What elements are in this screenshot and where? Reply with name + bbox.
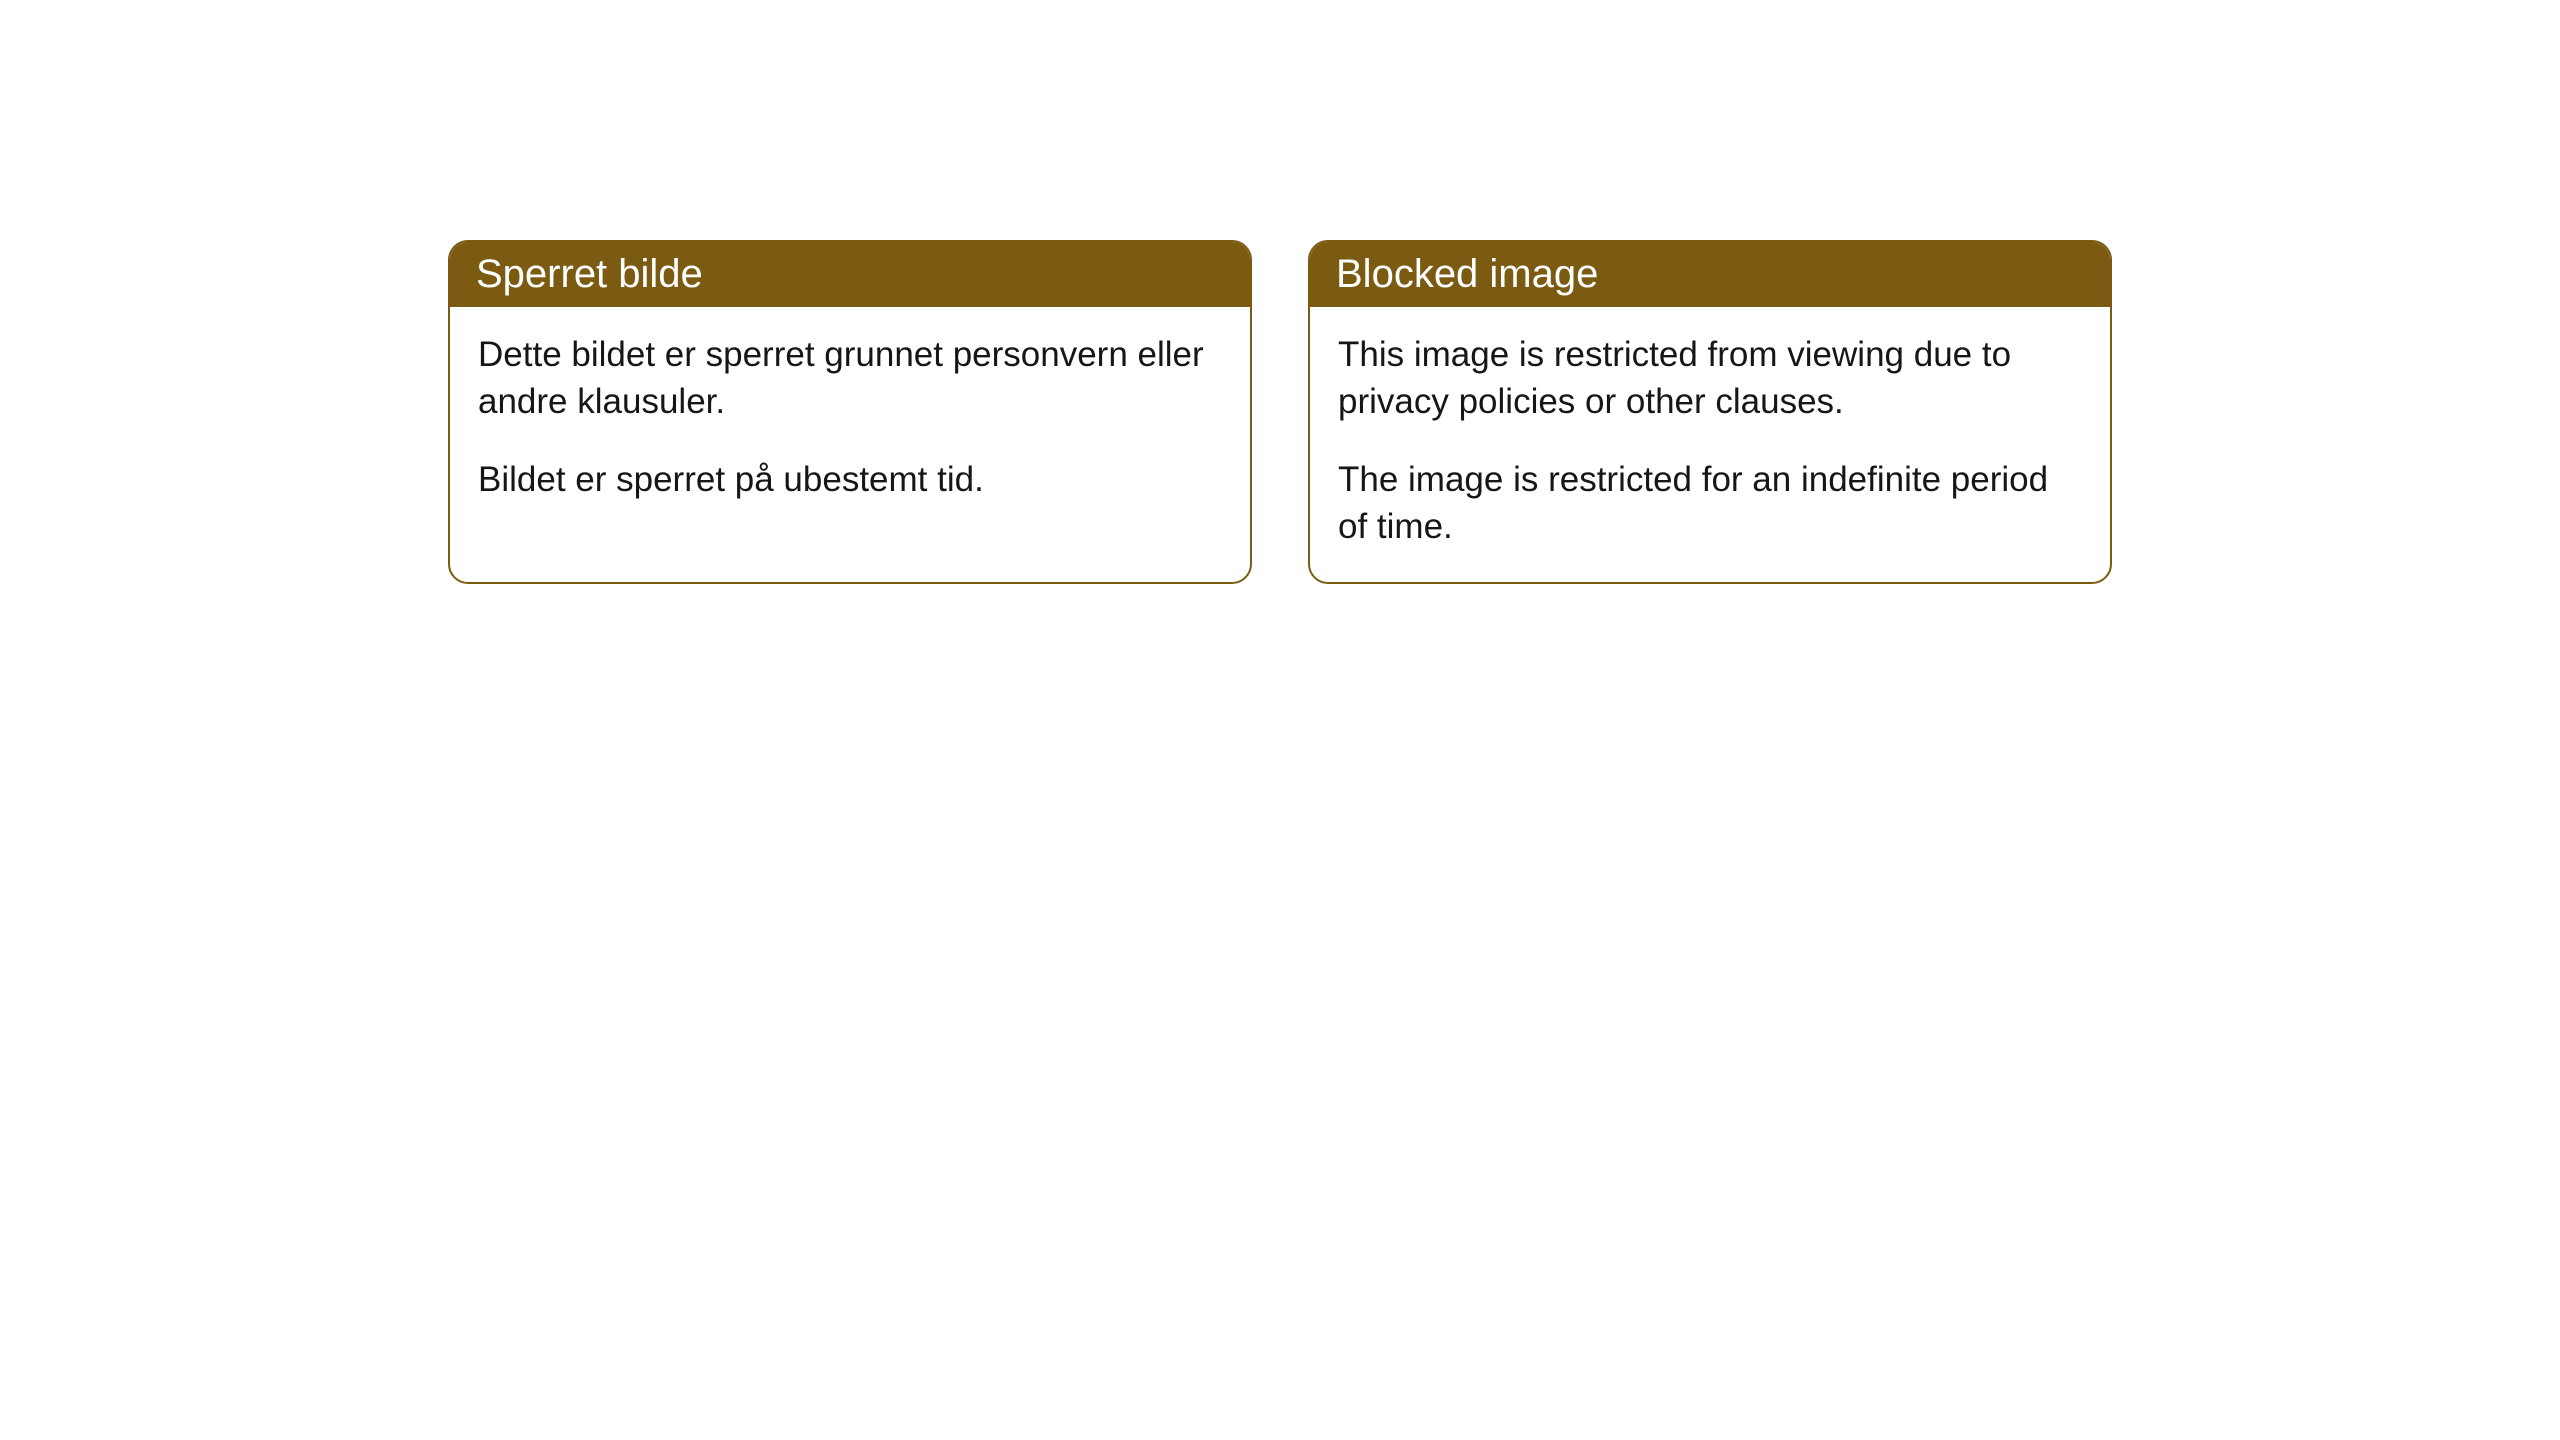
card-title: Sperret bilde: [476, 252, 703, 296]
card-paragraph: This image is restricted from viewing du…: [1338, 331, 2082, 426]
card-paragraph: Bildet er sperret på ubestemt tid.: [478, 456, 1222, 503]
blocked-image-card-no: Sperret bilde Dette bildet er sperret gr…: [448, 240, 1252, 584]
card-header: Sperret bilde: [450, 242, 1250, 307]
card-paragraph: Dette bildet er sperret grunnet personve…: [478, 331, 1222, 426]
card-paragraph: The image is restricted for an indefinit…: [1338, 456, 2082, 551]
card-body: This image is restricted from viewing du…: [1310, 307, 2110, 582]
card-header: Blocked image: [1310, 242, 2110, 307]
card-body: Dette bildet er sperret grunnet personve…: [450, 307, 1250, 535]
blocked-image-card-en: Blocked image This image is restricted f…: [1308, 240, 2112, 584]
card-title: Blocked image: [1336, 252, 1598, 296]
notice-cards-container: Sperret bilde Dette bildet er sperret gr…: [0, 0, 2560, 584]
